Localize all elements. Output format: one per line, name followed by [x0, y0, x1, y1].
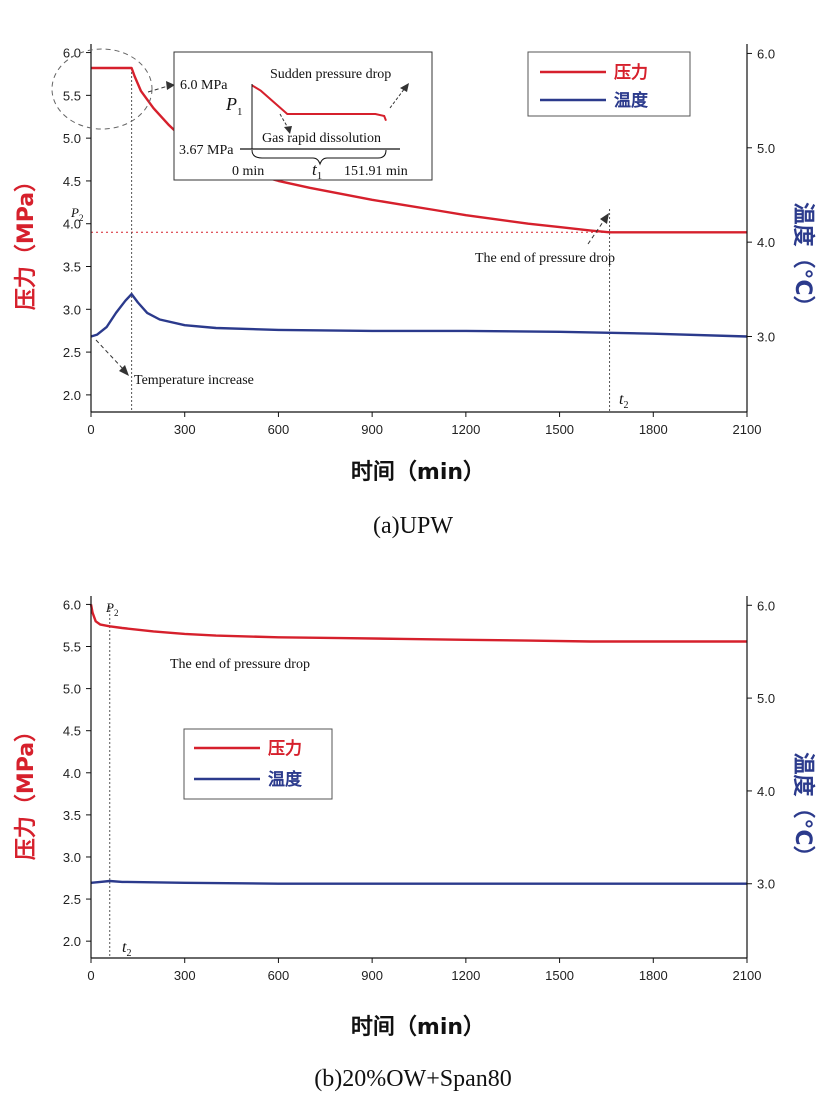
y-right-tick-label: 3.0	[757, 877, 775, 892]
panel-a-caption: (a)UPW	[373, 513, 453, 539]
legend-pressure-label: 压力	[268, 738, 302, 759]
x-tick-label: 1200	[451, 968, 480, 983]
panel-a-ylabel-right: 温度（°C）	[790, 202, 816, 317]
y-left-tick-label: 3.0	[63, 302, 81, 317]
panel-a-end-drop-label: The end of pressure drop	[475, 251, 615, 266]
zoom-arrowhead	[166, 81, 175, 90]
inset-arrowhead-gas	[284, 126, 292, 134]
end-drop-arrow	[587, 218, 606, 245]
y-right-tick-label: 4.0	[757, 784, 775, 799]
x-tick-label: 2100	[733, 968, 762, 983]
inset-t1: t1	[312, 160, 322, 182]
inset-arrow-gas	[279, 113, 289, 129]
y-left-tick-label: 3.0	[63, 850, 81, 865]
y-left-tick-label: 3.5	[63, 260, 81, 275]
y-left-tick-label: 3.5	[63, 808, 81, 823]
x-tick-label: 300	[174, 422, 196, 437]
y-left-tick-label: 4.5	[63, 174, 81, 189]
x-tick-label: 0	[87, 422, 94, 437]
x-tick-label: 2100	[733, 422, 762, 437]
y-left-tick-label: 5.5	[63, 88, 81, 103]
panel-b-ylabel-right: 温度（°C）	[790, 752, 816, 867]
inset-p1: P1	[225, 94, 243, 118]
inset-arrowhead-drop	[400, 83, 409, 92]
x-tick-label: 1200	[451, 422, 480, 437]
inset-label-15191min: 151.91 min	[344, 164, 408, 179]
panel-b-axes	[90, 596, 748, 959]
panel-a-axes	[90, 44, 748, 413]
temp-increase-arrow	[95, 339, 125, 371]
y-left-tick-label: 5.0	[63, 682, 81, 697]
y-right-tick-label: 3.0	[757, 330, 775, 345]
inset-pressure-line	[251, 84, 387, 122]
series-pressure-line	[91, 66, 747, 234]
panel-a-p2: P2	[70, 205, 83, 223]
inset-gas-dissolution: Gas rapid dissolution	[262, 131, 381, 146]
panel-b-p2: P2	[105, 600, 118, 618]
panel-a-upw: 0 300 600 900 1200 1500 1800 2100 2.0 2.5 3.0 3.5 4.…	[14, 44, 816, 539]
y-right-tick-label: 5.0	[757, 141, 775, 156]
series-pressure-line	[89, 604, 747, 643]
y-left-tick-label: 4.5	[63, 724, 81, 739]
y-left-tick-label: 6.0	[63, 46, 81, 61]
x-tick-label: 600	[268, 422, 290, 437]
y-left-tick-label: 2.0	[63, 388, 81, 403]
y-left-tick-label: 6.0	[63, 597, 81, 612]
panel-b-legend: 压力 温度	[183, 728, 333, 800]
panel-b-ow-span80: 0 300 600 900 1200 1500 1800 2100 2.0 2.5 3.0 3.5 4.…	[14, 596, 816, 1092]
temp-increase-arrowhead	[119, 365, 129, 376]
y-right-tick-label: 6.0	[757, 598, 775, 613]
x-tick-label: 1800	[639, 968, 668, 983]
zoom-circle	[51, 48, 153, 130]
x-tick-label: 1500	[545, 422, 574, 437]
panel-a-ylabel-left: 压力（MPa）	[14, 170, 39, 310]
x-tick-label: 1500	[545, 968, 574, 983]
y-right-tick-label: 4.0	[757, 235, 775, 250]
legend-temperature-label: 温度	[268, 769, 303, 790]
end-drop-arrowhead	[600, 213, 609, 224]
zoom-arrow	[147, 85, 169, 93]
panel-b-end-drop-label: The end of pressure drop	[170, 657, 310, 672]
series-temperature-line	[90, 879, 747, 885]
panel-a-inset: 6.0 MPa 3.67 MPa 0 min 151.91 min Sudden…	[173, 51, 433, 182]
x-tick-label: 900	[361, 422, 383, 437]
x-tick-label: 1800	[639, 422, 668, 437]
y-right-tick-label: 6.0	[757, 46, 775, 61]
y-left-tick-label: 2.5	[63, 892, 81, 907]
panel-a-xlabel: 时间（min）	[351, 460, 485, 485]
y-left-tick-label: 2.5	[63, 345, 81, 360]
panel-b-t2: t2	[122, 939, 131, 959]
panel-a-temp-increase-label: Temperature increase	[134, 373, 254, 388]
inset-arrow-drop	[389, 87, 406, 109]
x-tick-label: 900	[361, 968, 383, 983]
inset-label-0min: 0 min	[232, 164, 264, 179]
x-tick-label: 300	[174, 968, 196, 983]
legend-pressure-label: 压力	[614, 62, 648, 83]
x-tick-label: 600	[268, 968, 290, 983]
inset-label-367mpa: 3.67 MPa	[179, 143, 234, 158]
inset-label-6mpa: 6.0 MPa	[180, 78, 228, 93]
y-left-tick-label: 5.0	[63, 131, 81, 146]
panel-b-xlabel: 时间（min）	[351, 1015, 485, 1040]
y-left-tick-label: 5.5	[63, 640, 81, 655]
y-left-tick-label: 2.0	[63, 934, 81, 949]
panel-b-caption: (b)20%OW+Span80	[314, 1066, 512, 1092]
y-right-tick-label: 5.0	[757, 691, 775, 706]
panel-b-ylabel-left: 压力（MPa）	[14, 720, 39, 860]
panel-a-legend: 压力 温度	[527, 51, 691, 117]
legend-temperature-label: 温度	[614, 90, 649, 111]
series-temperature-line	[90, 292, 748, 338]
inset-brace	[251, 149, 387, 166]
inset-sudden-drop: Sudden pressure drop	[270, 67, 391, 82]
x-tick-label: 0	[87, 968, 94, 983]
panel-a-t2: t2	[619, 391, 628, 411]
y-left-tick-label: 4.0	[63, 217, 81, 232]
y-left-tick-label: 4.0	[63, 766, 81, 781]
